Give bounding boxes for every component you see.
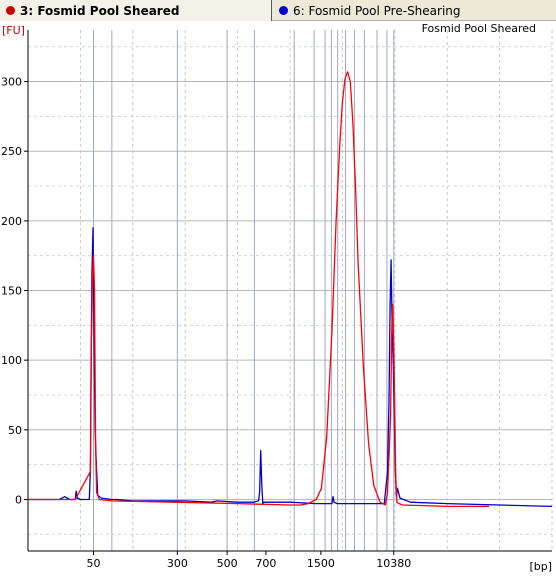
y-ticks: 0 50 100 150 200 250 300 (1, 76, 28, 506)
x-axis-label: [bp] (529, 560, 552, 573)
tab-fosmid-pool-sheared[interactable]: 3: Fosmid Pool Sheared (0, 0, 272, 21)
y-tick-label: 100 (1, 354, 22, 367)
tab-fosmid-pool-pre-shearing[interactable]: 6: Fosmid Pool Pre-Shearing (273, 0, 556, 21)
red-dot-icon (6, 6, 15, 15)
tab-bar: 3: Fosmid Pool Sheared 6: Fosmid Pool Pr… (0, 0, 556, 21)
x-tick-label: 50 (87, 557, 101, 570)
x-tick-label: 300 (167, 557, 188, 570)
series-line-sheared (28, 71, 490, 508)
blue-dot-icon (279, 6, 288, 15)
series-lines (28, 71, 553, 508)
x-tick-label: 500 (217, 557, 238, 570)
x-tick-label: 10380 (376, 557, 411, 570)
tab-label: 6: Fosmid Pool Pre-Shearing (293, 3, 461, 18)
y-tick-label: 150 (1, 285, 22, 298)
tab-label: 3: Fosmid Pool Sheared (20, 3, 180, 18)
ladder-lines (93, 30, 395, 551)
y-tick-label: 0 (15, 493, 22, 506)
x-tick-label: 700 (255, 557, 276, 570)
y-axis-label: [FU] (2, 24, 25, 37)
chart-title: Fosmid Pool Sheared (422, 22, 536, 35)
y-tick-label: 50 (8, 424, 22, 437)
y-tick-label: 250 (1, 145, 22, 158)
x-ticks: 50 300 500 700 1500 10380 (87, 551, 411, 570)
x-tick-label: 1500 (307, 557, 335, 570)
y-tick-label: 300 (1, 76, 22, 89)
y-tick-label: 200 (1, 215, 22, 228)
